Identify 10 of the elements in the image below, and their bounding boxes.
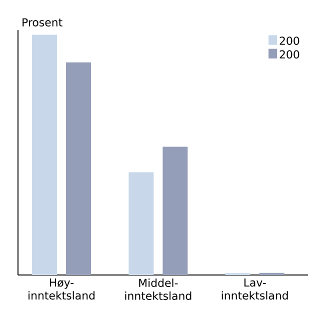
x-tick-label: Lav-inntektsland: [222, 278, 288, 300]
bar: [128, 172, 154, 275]
legend-label: 200: [280, 50, 300, 59]
bar: [162, 146, 188, 275]
y-axis-title: Prosent: [22, 18, 62, 26]
x-tick-label: Høy-inntektsland: [28, 278, 94, 300]
bar: [32, 34, 57, 275]
x-tick-label: Middel-inntektsland: [125, 278, 192, 300]
bar: [66, 62, 91, 275]
legend-label: 200: [280, 36, 300, 45]
